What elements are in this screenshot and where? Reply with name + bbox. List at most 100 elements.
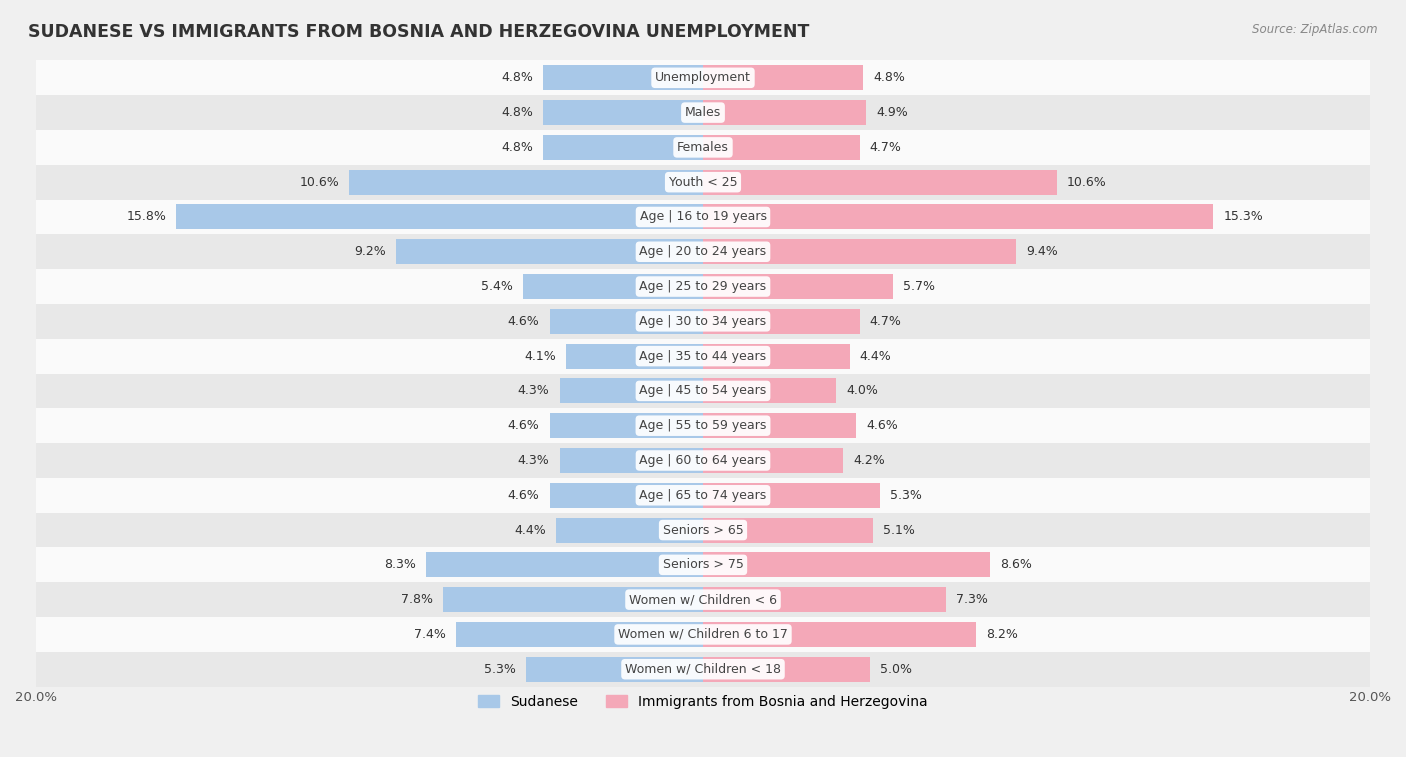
Bar (703, 483, 880, 508)
Bar (396, 239, 703, 264)
Text: 5.1%: 5.1% (883, 524, 915, 537)
Text: 4.8%: 4.8% (501, 106, 533, 119)
Text: 8.6%: 8.6% (1000, 559, 1032, 572)
Bar (37, 443, 1369, 478)
Text: 4.8%: 4.8% (873, 71, 905, 84)
Text: Females: Females (678, 141, 728, 154)
Text: Source: ZipAtlas.com: Source: ZipAtlas.com (1253, 23, 1378, 36)
Bar (37, 95, 1369, 130)
Text: Women w/ Children 6 to 17: Women w/ Children 6 to 17 (619, 628, 787, 641)
Bar (37, 652, 1369, 687)
Text: 7.3%: 7.3% (956, 593, 988, 606)
Text: 9.2%: 9.2% (354, 245, 387, 258)
Bar (37, 338, 1369, 373)
Bar (703, 518, 873, 543)
Text: 4.7%: 4.7% (870, 141, 901, 154)
Bar (37, 512, 1369, 547)
Bar (37, 61, 1369, 95)
Bar (560, 378, 703, 403)
Bar (703, 204, 1213, 229)
Bar (37, 235, 1369, 269)
Text: 4.1%: 4.1% (524, 350, 557, 363)
Bar (37, 617, 1369, 652)
Text: Males: Males (685, 106, 721, 119)
Bar (37, 408, 1369, 443)
Bar (350, 170, 703, 195)
Text: 4.8%: 4.8% (501, 71, 533, 84)
Bar (703, 448, 844, 473)
Bar (37, 478, 1369, 512)
Text: Age | 25 to 29 years: Age | 25 to 29 years (640, 280, 766, 293)
Text: 5.3%: 5.3% (484, 662, 516, 676)
Bar (37, 130, 1369, 165)
Bar (550, 483, 703, 508)
Text: Women w/ Children < 18: Women w/ Children < 18 (626, 662, 780, 676)
Text: 4.6%: 4.6% (508, 419, 540, 432)
Text: Youth < 25: Youth < 25 (669, 176, 737, 188)
Bar (543, 100, 703, 125)
Text: Age | 20 to 24 years: Age | 20 to 24 years (640, 245, 766, 258)
Bar (703, 378, 837, 403)
Bar (703, 65, 863, 90)
Text: 4.7%: 4.7% (870, 315, 901, 328)
Text: 15.3%: 15.3% (1223, 210, 1263, 223)
Bar (703, 344, 849, 369)
Bar (543, 65, 703, 90)
Text: SUDANESE VS IMMIGRANTS FROM BOSNIA AND HERZEGOVINA UNEMPLOYMENT: SUDANESE VS IMMIGRANTS FROM BOSNIA AND H… (28, 23, 810, 41)
Text: 4.6%: 4.6% (866, 419, 898, 432)
Text: 5.0%: 5.0% (880, 662, 911, 676)
Text: Unemployment: Unemployment (655, 71, 751, 84)
Bar (37, 304, 1369, 338)
Text: 10.6%: 10.6% (299, 176, 339, 188)
Bar (703, 309, 859, 334)
Text: Age | 16 to 19 years: Age | 16 to 19 years (640, 210, 766, 223)
Text: Age | 45 to 54 years: Age | 45 to 54 years (640, 385, 766, 397)
Bar (550, 309, 703, 334)
Bar (37, 165, 1369, 200)
Bar (526, 656, 703, 682)
Text: 4.9%: 4.9% (876, 106, 908, 119)
Bar (703, 239, 1017, 264)
Text: 4.6%: 4.6% (508, 315, 540, 328)
Text: 8.2%: 8.2% (987, 628, 1018, 641)
Text: Age | 35 to 44 years: Age | 35 to 44 years (640, 350, 766, 363)
Text: 15.8%: 15.8% (127, 210, 166, 223)
Bar (37, 200, 1369, 235)
Bar (426, 553, 703, 578)
Text: 5.7%: 5.7% (903, 280, 935, 293)
Text: Women w/ Children < 6: Women w/ Children < 6 (628, 593, 778, 606)
Text: Age | 30 to 34 years: Age | 30 to 34 years (640, 315, 766, 328)
Bar (703, 587, 946, 612)
Bar (176, 204, 703, 229)
Bar (557, 518, 703, 543)
Text: 7.4%: 7.4% (415, 628, 446, 641)
Text: Age | 55 to 59 years: Age | 55 to 59 years (640, 419, 766, 432)
Bar (456, 622, 703, 647)
Text: 5.3%: 5.3% (890, 489, 922, 502)
Bar (443, 587, 703, 612)
Bar (37, 373, 1369, 408)
Text: 4.4%: 4.4% (859, 350, 891, 363)
Text: 10.6%: 10.6% (1067, 176, 1107, 188)
Text: 4.6%: 4.6% (508, 489, 540, 502)
Bar (703, 656, 870, 682)
Bar (37, 269, 1369, 304)
Text: 9.4%: 9.4% (1026, 245, 1059, 258)
Bar (550, 413, 703, 438)
Text: 4.4%: 4.4% (515, 524, 547, 537)
Bar (703, 135, 859, 160)
Bar (560, 448, 703, 473)
Text: 4.0%: 4.0% (846, 385, 879, 397)
Bar (703, 100, 866, 125)
Text: 7.8%: 7.8% (401, 593, 433, 606)
Text: 8.3%: 8.3% (384, 559, 416, 572)
Bar (37, 547, 1369, 582)
Text: Age | 65 to 74 years: Age | 65 to 74 years (640, 489, 766, 502)
Bar (567, 344, 703, 369)
Legend: Sudanese, Immigrants from Bosnia and Herzegovina: Sudanese, Immigrants from Bosnia and Her… (472, 689, 934, 714)
Bar (523, 274, 703, 299)
Bar (703, 413, 856, 438)
Bar (703, 274, 893, 299)
Text: 4.2%: 4.2% (853, 454, 884, 467)
Bar (703, 170, 1056, 195)
